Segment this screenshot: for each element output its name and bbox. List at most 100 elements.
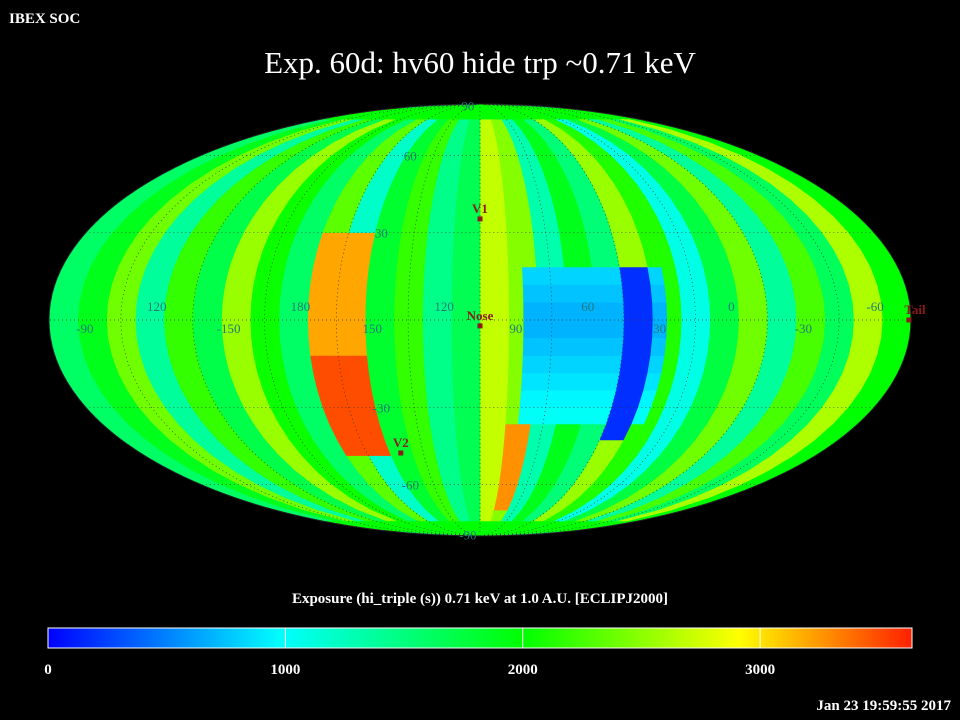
colorbar-tick-label: 1000 [270, 662, 300, 678]
exposure-cell [493, 284, 509, 303]
exposure-cell [438, 389, 455, 408]
exposure-cell [622, 319, 639, 339]
exposure-cell [766, 319, 783, 339]
exposure-cell [479, 155, 491, 170]
exposure-cell [221, 301, 237, 321]
colorbar [47, 627, 913, 649]
latitude-label: 30 [375, 226, 388, 241]
exposure-cell [479, 337, 495, 356]
exposure-cell [502, 184, 517, 201]
exposure-cell [593, 337, 610, 356]
exposure-cell [618, 355, 637, 374]
colorbar-tick-label: 3000 [745, 662, 775, 678]
exposure-cell [467, 423, 481, 441]
exposure-cell [149, 319, 166, 339]
exposure-cell [530, 215, 547, 233]
exposure-cell [352, 266, 369, 285]
exposure-cell [396, 372, 413, 391]
exposure-cell [479, 484, 490, 499]
exposure-cell [427, 215, 443, 233]
exposure-cell [591, 266, 608, 285]
longitude-label: 0 [728, 299, 735, 314]
exposure-cell [337, 355, 355, 374]
latitude-labels: 90 60 30 -30 -60 -90 [373, 98, 477, 542]
exposure-cell [565, 301, 581, 321]
exposure-cell [565, 319, 581, 339]
exposure-cell [492, 232, 508, 250]
exposure-cell [651, 301, 668, 321]
exposure-cell [453, 215, 468, 233]
exposure-cell [425, 232, 441, 250]
exposure-cell [264, 337, 282, 356]
exposure-cell [593, 284, 610, 303]
exposure-cell [91, 301, 109, 321]
exposure-cell [120, 301, 137, 321]
latitude-label: -30 [373, 400, 390, 415]
exposure-cell [521, 266, 538, 285]
exposure-cell [547, 372, 564, 391]
exposure-cell [437, 266, 453, 285]
exposure-cell [451, 249, 467, 268]
exposure-cell [506, 249, 523, 268]
exposure-cell [451, 337, 467, 356]
exposure-cell [488, 155, 501, 170]
exposure-cell [450, 319, 467, 339]
exposure-cell [505, 232, 522, 250]
exposure-cell [422, 355, 439, 374]
graticule [49, 104, 911, 536]
exposure-cell [506, 372, 523, 391]
exposure-cell [177, 301, 194, 321]
latitude-label: -90 [459, 528, 476, 543]
exposure-cell [465, 337, 481, 356]
org-label: IBEX SOC [9, 11, 80, 27]
exposure-cell [550, 337, 567, 356]
exposure-cell [408, 266, 425, 285]
exposure-cell [649, 337, 667, 356]
exposure-cell [408, 355, 425, 374]
exposure-cell [608, 301, 625, 321]
exposure-cell [380, 355, 397, 374]
exposure-cell [561, 249, 578, 268]
exposure-cell [894, 319, 911, 339]
exposure-cell [488, 470, 501, 486]
exposure-cell [466, 389, 481, 408]
exposure-cell [106, 319, 123, 339]
exposure-cell [737, 319, 754, 339]
exposure-cell [680, 319, 696, 339]
exposure-cell [637, 301, 653, 321]
longitude-label: 90 [509, 321, 522, 336]
exposure-cell [535, 266, 552, 285]
exposure-cell [535, 355, 552, 374]
longitude-label: -60 [866, 299, 883, 314]
exposure-cell [366, 266, 383, 285]
exposure-cell [492, 215, 507, 233]
exposure-cell [106, 301, 123, 321]
exposure-cell [574, 249, 592, 268]
exposure-cell [479, 118, 488, 131]
exposure-cell [808, 301, 826, 321]
exposure-cell [489, 169, 503, 185]
exposure-cell [563, 266, 580, 285]
exposure-cell [407, 301, 424, 321]
exposure-cell [508, 301, 524, 321]
exposure-cell [522, 301, 538, 321]
exposure-cell [427, 406, 443, 425]
exposure-cell [382, 249, 399, 268]
exposure-cell [249, 301, 266, 321]
marker-label-v1: V1 [472, 201, 488, 216]
exposure-cell [423, 249, 440, 268]
exposure-cell [134, 319, 152, 339]
exposure-cell [411, 232, 428, 250]
colorbar-tick-label: 0 [44, 662, 52, 678]
exposure-cell [737, 301, 754, 321]
exposure-cell [517, 406, 533, 425]
exposure-cell [663, 284, 681, 303]
exposure-cell [279, 337, 297, 356]
exposure-cell [618, 266, 637, 285]
exposure-cell [440, 406, 456, 425]
exposure-cell [692, 337, 710, 356]
exposure-cell [436, 337, 453, 356]
exposure-cell [720, 337, 739, 356]
marker-label-nose: Nose [467, 308, 494, 323]
marker-tail [906, 317, 912, 323]
